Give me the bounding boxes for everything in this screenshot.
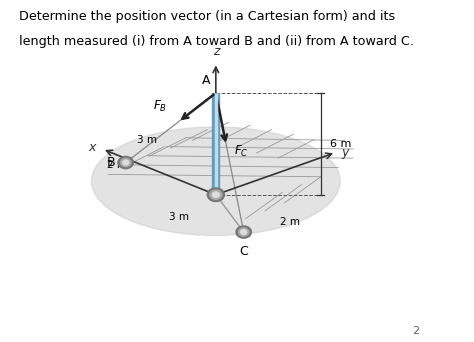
Text: 2 m: 2 m <box>280 217 300 227</box>
Circle shape <box>241 230 246 234</box>
Circle shape <box>236 226 251 238</box>
Circle shape <box>210 190 222 199</box>
Circle shape <box>212 192 219 197</box>
Text: $F_C$: $F_C$ <box>234 144 249 159</box>
Circle shape <box>207 188 224 201</box>
Circle shape <box>118 156 134 169</box>
Text: Determine the position vector (in a Cartesian form) and its: Determine the position vector (in a Cart… <box>18 10 395 23</box>
Text: 2 m: 2 m <box>107 160 127 170</box>
Circle shape <box>238 228 249 236</box>
Text: $F_B$: $F_B$ <box>154 98 167 114</box>
Circle shape <box>123 160 129 165</box>
Ellipse shape <box>91 127 340 235</box>
Text: A: A <box>202 74 210 87</box>
Text: z: z <box>212 45 219 58</box>
Text: x: x <box>88 141 96 154</box>
Text: C: C <box>239 245 248 258</box>
Text: y: y <box>341 146 348 159</box>
Text: 3 m: 3 m <box>137 134 157 145</box>
Text: length measured (i) from A toward B and (ii) from A toward C.: length measured (i) from A toward B and … <box>18 35 413 48</box>
Text: B: B <box>107 156 115 169</box>
Text: 3 m: 3 m <box>169 212 190 222</box>
Circle shape <box>120 158 131 167</box>
Text: 6 m: 6 m <box>330 139 352 149</box>
Text: 2: 2 <box>412 326 419 336</box>
